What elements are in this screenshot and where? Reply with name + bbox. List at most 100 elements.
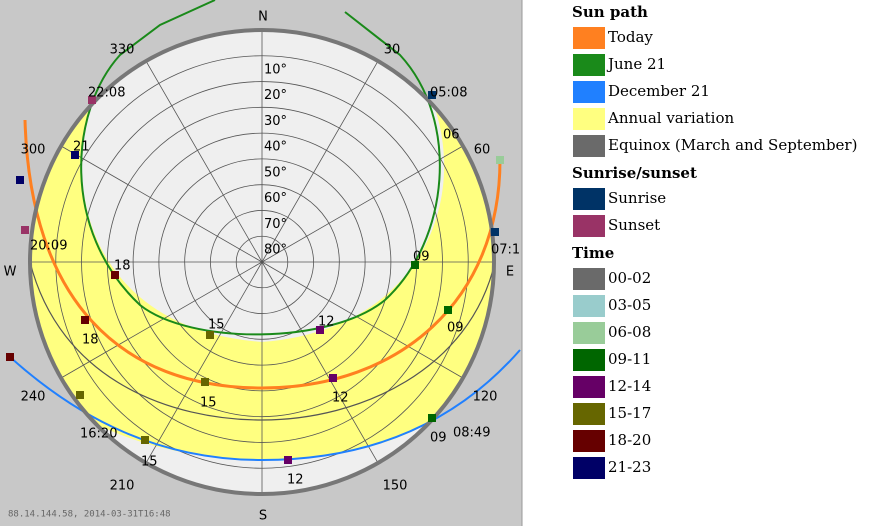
legend-label: Sunrise xyxy=(608,189,666,207)
legend-swatch xyxy=(573,108,605,130)
legend-label: 06-08 xyxy=(608,323,651,341)
time-label: 15 xyxy=(208,318,225,333)
legend-label: December 21 xyxy=(608,82,710,100)
time-marker xyxy=(141,436,149,444)
legend-label: 18-20 xyxy=(608,431,651,449)
legend: Sun path Today June 21 December 21 Annual va… xyxy=(572,3,857,479)
legend-swatch xyxy=(573,457,605,479)
legend-label: 12-14 xyxy=(608,377,651,395)
time-label: 09 xyxy=(430,431,447,446)
time-marker xyxy=(428,91,436,99)
time-marker xyxy=(411,261,419,269)
legend-swatch xyxy=(573,188,605,210)
time-label: 06 xyxy=(443,128,460,143)
time-marker xyxy=(6,353,14,361)
time-marker xyxy=(491,228,499,236)
altitude-label: 50° xyxy=(264,165,287,180)
time-label: 12 xyxy=(318,315,335,330)
time-marker xyxy=(201,378,209,386)
azimuth-line xyxy=(145,261,263,464)
time-marker xyxy=(316,326,324,334)
azimuth-line xyxy=(261,145,464,263)
azimuth-label: 60 xyxy=(474,143,491,158)
compass-label: S xyxy=(259,509,267,524)
time-marker xyxy=(329,374,337,382)
time-marker xyxy=(496,156,504,164)
time-label: 05:08 xyxy=(430,86,467,101)
legend-swatch xyxy=(573,403,605,425)
legend-label: 21-23 xyxy=(608,458,651,476)
legend-label: Equinox (March and September) xyxy=(608,136,857,154)
altitude-label: 70° xyxy=(264,217,287,232)
legend-swatch xyxy=(573,295,605,317)
today-path xyxy=(23,119,502,390)
time-label: 09 xyxy=(447,321,464,336)
time-label: 21 xyxy=(73,140,90,155)
legend-heading: Sunrise/sunset xyxy=(572,164,697,182)
azimuth-label: 330 xyxy=(110,43,135,58)
azimuth-line xyxy=(261,261,464,379)
azimuth-label: 150 xyxy=(383,479,408,494)
legend-label: 03-05 xyxy=(608,296,651,314)
time-marker xyxy=(444,306,452,314)
legend-heading: Sun path xyxy=(572,3,648,21)
time-label: 15 xyxy=(200,396,217,411)
time-marker xyxy=(284,456,292,464)
legend-label: 15-17 xyxy=(608,404,651,422)
legend-swatch xyxy=(573,322,605,344)
compass-label: N xyxy=(258,10,268,25)
legend-label: Annual variation xyxy=(607,109,735,127)
time-marker xyxy=(21,226,29,234)
equinox-path xyxy=(29,261,496,421)
time-marker xyxy=(16,176,24,184)
time-label: 22:08 xyxy=(88,86,125,101)
azimuth-line xyxy=(261,60,379,263)
time-label: 15 xyxy=(141,455,158,470)
legend-swatch xyxy=(573,27,605,49)
time-label: 12 xyxy=(332,391,349,406)
compass-label: E xyxy=(506,265,514,280)
legend-label: Today xyxy=(608,28,653,46)
legend-swatch xyxy=(573,215,605,237)
time-label: 18 xyxy=(82,333,99,348)
altitude-label: 80° xyxy=(264,243,287,258)
time-marker xyxy=(81,316,89,324)
altitude-label: 10° xyxy=(264,62,287,77)
legend-swatch xyxy=(573,349,605,371)
altitude-label: 60° xyxy=(264,191,287,206)
horizon-ring xyxy=(28,28,496,496)
legend-label: Sunset xyxy=(608,216,660,234)
azimuth-label: 240 xyxy=(21,390,46,405)
time-marker xyxy=(111,271,119,279)
markers xyxy=(6,91,504,464)
time-label: 20:09 xyxy=(30,239,67,254)
azimuth-label: 30 xyxy=(384,43,401,58)
time-label: 08:49 xyxy=(453,426,490,441)
azimuth-line xyxy=(60,261,263,379)
azimuth-line xyxy=(261,261,379,464)
time-label: 18 xyxy=(114,259,131,274)
legend-label: 09-11 xyxy=(608,350,651,368)
altitude-label: 40° xyxy=(264,140,287,155)
annual-variation xyxy=(30,100,494,460)
time-marker xyxy=(88,96,96,104)
legend-heading: Time xyxy=(572,244,614,262)
legend-label: June 21 xyxy=(606,55,666,73)
time-label: 12 xyxy=(287,473,304,488)
time-label: 07:1 xyxy=(491,243,520,258)
legend-swatch xyxy=(573,135,605,157)
time-marker xyxy=(428,414,436,422)
azimuth-line xyxy=(145,60,263,263)
altitude-label: 20° xyxy=(264,88,287,103)
legend-swatch xyxy=(573,54,605,76)
azimuth-label: 210 xyxy=(110,479,135,494)
time-marker xyxy=(71,151,79,159)
legend-swatch xyxy=(573,268,605,290)
altitude-label: 30° xyxy=(264,114,287,129)
legend-label: 00-02 xyxy=(608,269,651,287)
azimuth-label: 300 xyxy=(21,143,46,158)
plot-labels: N E S W 10° 20° 30° 40° 50° 60° 70° 80° 30 60 120 150 21… xyxy=(4,10,521,524)
legend-swatch xyxy=(573,430,605,452)
time-label: 16:20 xyxy=(80,427,117,442)
